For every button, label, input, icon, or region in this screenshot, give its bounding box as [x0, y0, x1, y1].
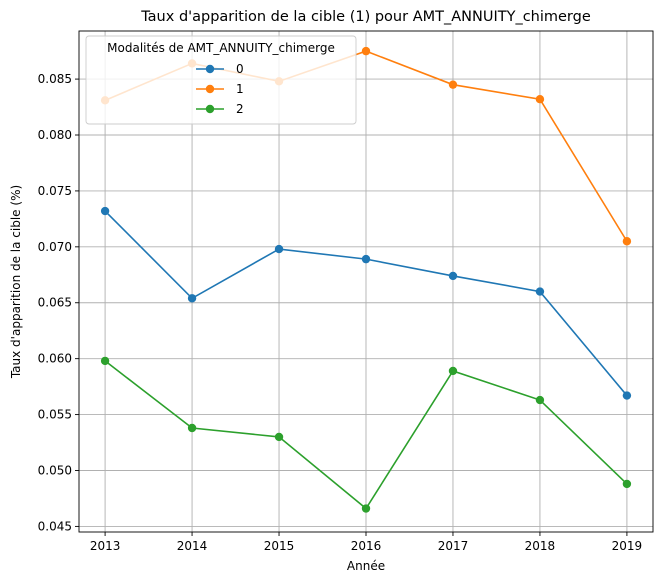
data-point-0: [274, 244, 284, 254]
data-point-1: [622, 237, 632, 246]
data-point-0: [535, 287, 545, 296]
y-tick-label: 0.085: [38, 72, 72, 86]
chart-title: Taux d'apparition de la cible (1) pour A…: [140, 9, 591, 25]
data-point-2: [100, 356, 110, 366]
y-tick-label: 0.070: [38, 240, 72, 254]
legend-box: [85, 35, 357, 125]
y-tick-label: 0.080: [38, 128, 72, 142]
y-tick-label: 0.045: [38, 519, 72, 533]
data-point-2: [187, 423, 197, 433]
data-point-0: [622, 391, 632, 400]
x-tick-label: 2016: [351, 539, 382, 553]
legend-title: Modalités de AMT_ANNUITY_chimerge: [107, 41, 335, 55]
y-tick-label: 0.050: [38, 463, 72, 477]
legend-label-2: 2: [236, 102, 244, 116]
data-point-2: [535, 395, 545, 405]
legend-label-1: 1: [236, 82, 244, 96]
y-tick-label: 0.075: [38, 184, 72, 198]
x-tick-label: 2018: [525, 539, 556, 553]
x-tick-label: 2014: [177, 539, 208, 553]
x-axis-label: Année: [347, 559, 385, 573]
data-point-2: [361, 504, 371, 513]
data-point-0: [100, 206, 110, 216]
legend-marker-1: [205, 84, 215, 94]
legend-marker-0: [205, 64, 215, 74]
grid: [79, 31, 653, 532]
y-tick-label: 0.055: [38, 408, 72, 422]
data-point-2: [448, 366, 458, 376]
y-axis-label: Taux d'apparition de la cible (%): [9, 185, 23, 379]
legend-label-0: 0: [236, 62, 244, 76]
data-point-1: [448, 80, 458, 89]
x-tick-label: 2013: [90, 539, 121, 553]
y-tick-label: 0.065: [38, 296, 72, 310]
data-point-1: [361, 46, 371, 56]
x-tick-label: 2015: [264, 539, 295, 553]
data-point-2: [274, 432, 284, 442]
legend-marker-2: [205, 104, 215, 114]
legend: Modalités de AMT_ANNUITY_chimerge 0 1 2: [85, 35, 357, 125]
data-point-0: [448, 271, 458, 281]
x-tick-label: 2019: [612, 539, 643, 553]
x-tick-label: 2017: [438, 539, 469, 553]
data-point-1: [535, 95, 545, 104]
data-point-0: [361, 254, 371, 264]
data-point-0: [187, 294, 197, 303]
axes: 2013 2014 2015 2016 2017 2018 2019 0.045 0.050 0.…: [38, 30, 654, 553]
y-tick-label: 0.060: [38, 352, 72, 366]
data-point-2: [622, 479, 632, 489]
